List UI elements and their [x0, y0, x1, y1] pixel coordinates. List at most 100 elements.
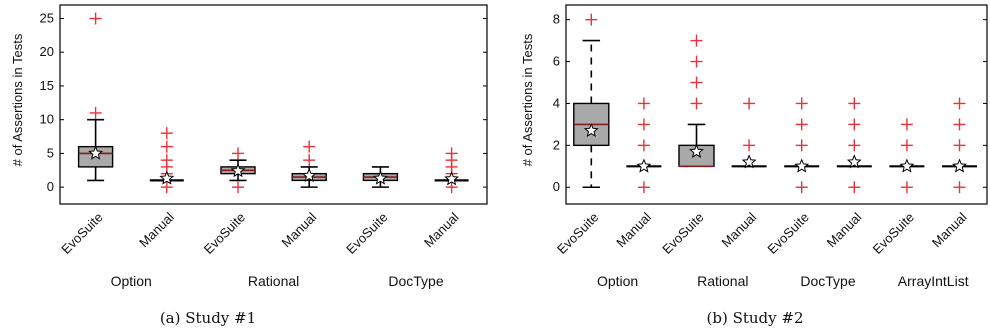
- x-tick-label: Manual: [929, 209, 970, 250]
- y-tick-label: 6: [553, 54, 560, 69]
- outlier-point: [637, 181, 650, 194]
- mean-marker: [444, 171, 460, 186]
- box-manual-option: [626, 97, 662, 194]
- box-evosuite-rational: [678, 34, 715, 168]
- outlier-point: [953, 139, 966, 152]
- outlier-point: [160, 181, 173, 194]
- outlier-point: [743, 139, 756, 152]
- x-tick-label: EvoSuite: [659, 210, 706, 257]
- box-manual-rational: [731, 97, 767, 169]
- mean-marker: [159, 170, 175, 185]
- mean-marker: [301, 167, 317, 182]
- y-tick-label: 5: [47, 145, 54, 160]
- outlier-point: [637, 118, 650, 131]
- outlier-point: [900, 118, 913, 131]
- outlier-point: [445, 147, 458, 160]
- mean-marker: [899, 158, 915, 173]
- box-evosuite-arrayintlist: [889, 118, 925, 194]
- chart-panel-1: 0 5 10 15 20 25 # of Assertions in Tests EvoSui…: [10, 4, 488, 327]
- x-tick-label: Manual: [718, 209, 759, 250]
- mean-marker: [952, 158, 967, 173]
- mean-marker: [846, 154, 862, 169]
- x-tick-label: EvoSuite: [58, 210, 105, 257]
- y-tick-label: 2: [553, 137, 560, 152]
- mean-marker: [636, 158, 652, 173]
- box-manual-arrayintlist: [942, 97, 977, 194]
- outlier-point: [795, 97, 808, 110]
- group-label: DocType: [800, 273, 855, 289]
- outlier-point: [848, 97, 861, 110]
- outlier-point: [690, 55, 703, 68]
- outlier-point: [690, 97, 703, 110]
- mean-marker: [741, 154, 757, 169]
- outlier-point: [637, 97, 650, 110]
- outlier-point: [953, 181, 966, 194]
- mean-marker: [794, 158, 810, 173]
- x-tick-label: EvoSuite: [764, 210, 811, 257]
- plot-frame: [59, 4, 488, 205]
- outlier-point: [160, 154, 173, 167]
- outlier-point: [953, 97, 966, 110]
- outlier-point: [848, 181, 861, 194]
- mean-marker: [372, 170, 388, 185]
- outlier-point: [89, 12, 102, 25]
- x-tick-label: Manual: [136, 209, 177, 250]
- outlier-point: [900, 181, 913, 194]
- group-label: Rational: [248, 273, 299, 289]
- outlier-point: [848, 139, 861, 152]
- y-tick-label: 25: [40, 10, 54, 25]
- y-tick-label: 15: [40, 78, 54, 93]
- outlier-point: [160, 127, 173, 140]
- outlier-point: [953, 118, 966, 131]
- y-tick-label: 20: [40, 44, 54, 59]
- y-tick-label: 0: [553, 179, 560, 194]
- outlier-point: [690, 34, 703, 47]
- box-manual-doctype: [836, 97, 872, 194]
- box-evosuite-option: [573, 13, 610, 189]
- group-label: Option: [597, 273, 638, 289]
- box-evosuite-option: [77, 12, 114, 182]
- group-label: DocType: [388, 273, 443, 289]
- box-manual-doctype: [434, 147, 469, 194]
- outlier-point: [232, 147, 244, 160]
- outlier-point: [637, 139, 650, 152]
- figure-caption: (b) Study #2: [707, 309, 804, 327]
- outlier-point: [795, 139, 808, 152]
- outlier-point: [303, 140, 316, 153]
- outlier-point: [900, 139, 913, 152]
- group-label: ArrayIntList: [898, 273, 969, 289]
- x-tick-label: EvoSuite: [554, 210, 601, 257]
- outlier-point: [445, 181, 458, 194]
- outlier-point: [303, 154, 316, 167]
- mean-marker: [230, 163, 246, 178]
- y-tick-label: 0: [47, 179, 54, 194]
- box-evosuite-doctype: [784, 97, 820, 194]
- plot-frame: [565, 4, 988, 205]
- outlier-point: [160, 140, 173, 153]
- mean-marker: [583, 122, 599, 137]
- x-tick-label: Manual: [613, 209, 654, 250]
- group-label: Option: [111, 273, 152, 289]
- y-tick-label: 8: [553, 12, 560, 27]
- y-axis-label: # of Assertions in Tests: [520, 33, 535, 166]
- box-evosuite-doctype: [362, 166, 399, 188]
- outlier-point: [585, 13, 598, 26]
- x-tick-label: EvoSuite: [201, 210, 248, 257]
- x-tick-label: Manual: [421, 209, 462, 250]
- x-tick-label: EvoSuite: [870, 210, 917, 257]
- box-evosuite-rational: [220, 147, 256, 194]
- outlier-point: [795, 118, 808, 131]
- outlier-point: [848, 118, 861, 131]
- x-tick-label: EvoSuite: [343, 210, 390, 257]
- x-tick-label: Manual: [279, 209, 320, 250]
- outlier-point: [89, 106, 102, 119]
- y-tick-label: 10: [40, 112, 54, 127]
- y-tick-label: 4: [553, 95, 560, 110]
- outlier-point: [690, 76, 703, 89]
- figure-caption: (a) Study #1: [160, 309, 256, 327]
- box-manual-option: [149, 127, 184, 194]
- outlier-point: [795, 181, 808, 194]
